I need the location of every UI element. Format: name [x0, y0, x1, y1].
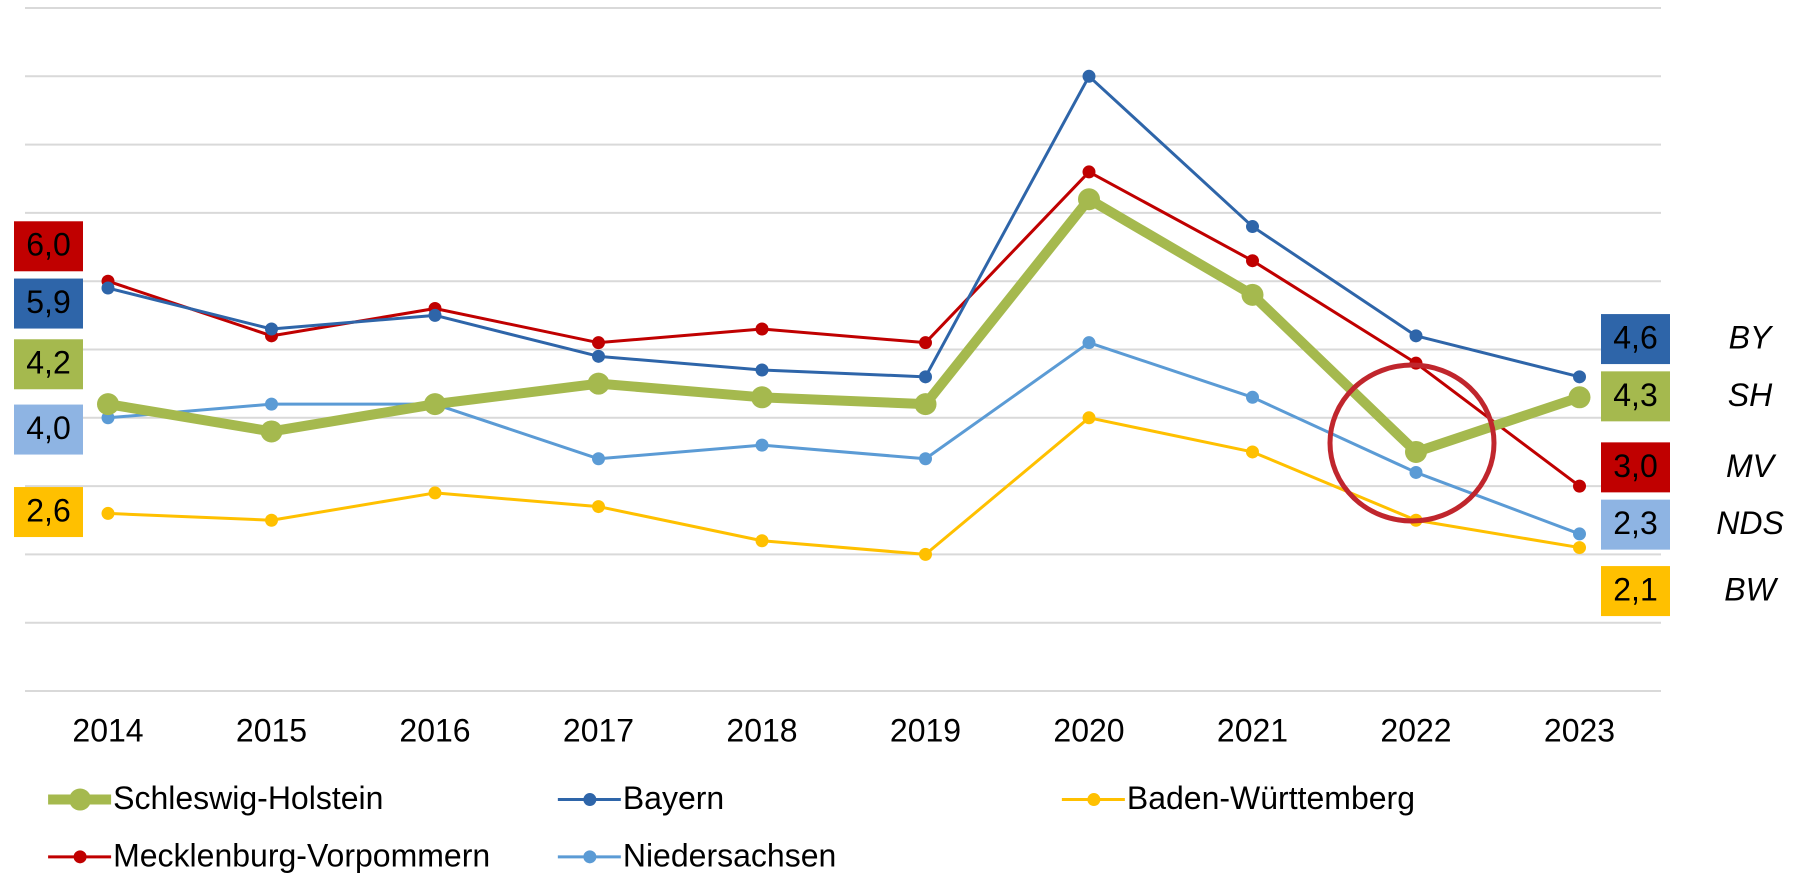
data-point — [1568, 386, 1591, 409]
data-point — [1573, 541, 1586, 555]
data-point — [592, 336, 605, 350]
value-label: 4,6 — [1613, 320, 1657, 356]
value-label: 2,6 — [26, 492, 70, 528]
data-point — [1246, 220, 1259, 234]
series-line — [107, 170, 1581, 488]
data-point — [1246, 390, 1259, 404]
data-point — [755, 534, 769, 548]
data-point — [260, 420, 283, 443]
data-point — [1241, 283, 1264, 306]
x-tick-label: 2016 — [399, 712, 470, 748]
highlight-circle — [1327, 362, 1497, 524]
data-point — [1082, 69, 1096, 83]
legend-marker — [73, 850, 87, 864]
x-tick-label: 2023 — [1544, 712, 1615, 748]
legend-marker — [583, 793, 597, 807]
series-abbreviation: MV — [1726, 448, 1777, 484]
data-point — [755, 438, 769, 452]
data-point — [428, 486, 442, 500]
data-point — [101, 506, 115, 520]
data-point — [428, 308, 442, 322]
data-point — [914, 393, 937, 416]
value-label-box — [1601, 566, 1670, 617]
data-point — [919, 370, 932, 384]
series-abbreviation: BW — [1724, 572, 1778, 608]
data-point — [1246, 445, 1259, 459]
x-tick-label: 2018 — [726, 712, 797, 748]
data-point — [1405, 440, 1427, 463]
series-line — [107, 74, 1580, 379]
series-line — [107, 194, 1582, 457]
value-label: 5,9 — [26, 284, 70, 320]
data-point — [919, 336, 932, 350]
value-label-box — [14, 221, 83, 272]
data-point — [1573, 527, 1586, 541]
data-point — [1082, 165, 1096, 179]
value-label: 4,0 — [26, 410, 70, 446]
value-label-box — [1601, 314, 1670, 365]
value-label-box — [14, 339, 83, 390]
data-point — [919, 547, 932, 561]
data-point — [587, 372, 610, 395]
legend-label: Schleswig-Holstein — [113, 780, 383, 816]
value-label: 6,0 — [26, 227, 70, 263]
data-point — [265, 513, 278, 527]
value-label: 4,3 — [1613, 377, 1657, 413]
value-label-box — [14, 278, 83, 329]
value-label: 2,1 — [1613, 572, 1657, 608]
data-point — [265, 397, 278, 411]
x-tick-label: 2014 — [72, 712, 143, 748]
data-point — [755, 322, 769, 336]
data-point — [592, 452, 605, 466]
series-abbreviation: NDS — [1716, 505, 1784, 541]
value-label-box — [1601, 499, 1670, 550]
data-point — [101, 281, 115, 295]
x-tick-label: 2020 — [1053, 712, 1124, 748]
value-label: 3,0 — [1613, 448, 1657, 484]
data-point — [1246, 254, 1259, 268]
data-point — [1409, 465, 1423, 479]
data-point — [755, 363, 769, 377]
value-label-box — [14, 404, 83, 455]
legend-label: Baden-Württemberg — [1127, 780, 1415, 816]
series-line — [107, 341, 1581, 536]
data-point — [592, 349, 605, 363]
data-point — [1082, 336, 1096, 350]
x-tick-label: 2022 — [1380, 712, 1451, 748]
legend-marker — [1087, 793, 1101, 807]
data-point — [751, 386, 773, 409]
data-point — [97, 393, 119, 416]
legend-marker — [69, 788, 92, 811]
data-point — [592, 500, 605, 514]
x-tick-label: 2021 — [1217, 712, 1288, 748]
x-tick-label: 2015 — [236, 712, 307, 748]
value-label-box — [14, 487, 83, 538]
data-point — [1573, 479, 1586, 493]
data-point — [424, 393, 446, 416]
series-abbreviation: BY — [1729, 320, 1774, 356]
legend-label: Niedersachsen — [623, 837, 836, 873]
series-abbreviation: SH — [1728, 377, 1773, 413]
data-point — [919, 452, 932, 466]
value-label: 4,2 — [26, 345, 70, 381]
data-point — [1078, 188, 1100, 211]
legend-label: Bayern — [623, 780, 724, 816]
value-label-box — [1601, 442, 1670, 493]
data-point — [265, 322, 278, 336]
x-tick-label: 2017 — [563, 712, 634, 748]
data-point — [1573, 370, 1586, 384]
data-point — [1409, 329, 1423, 343]
legend-label: Mecklenburg-Vorpommern — [113, 837, 490, 873]
value-label: 2,3 — [1613, 505, 1657, 541]
x-tick-label: 2019 — [890, 712, 961, 748]
series-line — [107, 416, 1580, 556]
value-label-box — [1601, 371, 1670, 422]
data-point — [1082, 411, 1096, 425]
legend-marker — [583, 850, 597, 864]
